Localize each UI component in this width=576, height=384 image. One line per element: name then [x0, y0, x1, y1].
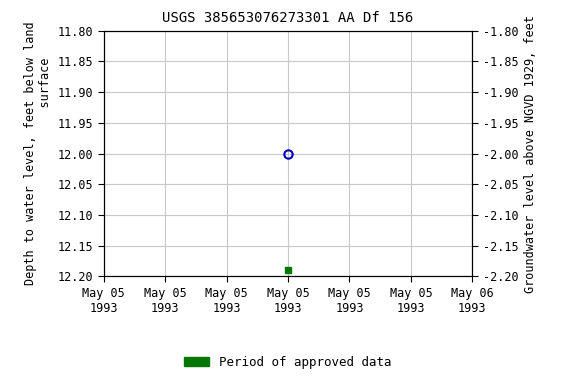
Legend: Period of approved data: Period of approved data [179, 351, 397, 374]
Y-axis label: Groundwater level above NGVD 1929, feet: Groundwater level above NGVD 1929, feet [524, 15, 537, 293]
Title: USGS 385653076273301 AA Df 156: USGS 385653076273301 AA Df 156 [162, 12, 414, 25]
Y-axis label: Depth to water level, feet below land
                    surface: Depth to water level, feet below land su… [24, 22, 52, 285]
